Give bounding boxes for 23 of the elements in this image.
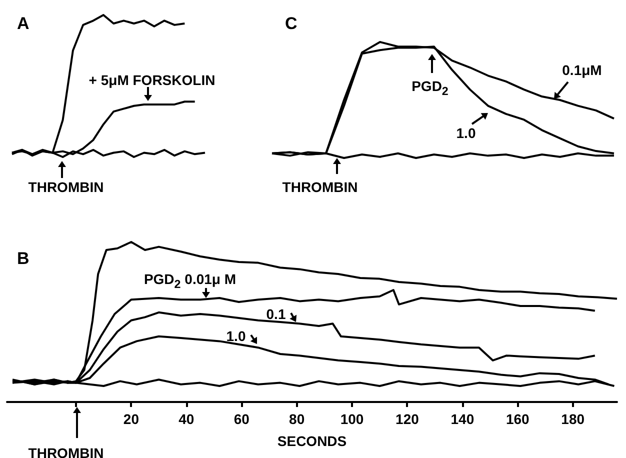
x-tick-label: 40 xyxy=(178,411,194,427)
x-tick-label: 120 xyxy=(396,411,420,427)
annotation: PGD$_{2}$ xyxy=(412,78,448,98)
chart-title: C xyxy=(285,14,298,33)
x-tick-label: 80 xyxy=(289,411,305,427)
x-tick-label: 140 xyxy=(450,411,474,427)
text: THROMBIN xyxy=(282,179,358,195)
annotation: + 5μM FORSKOLIN xyxy=(88,72,216,88)
x-tick-label: 20 xyxy=(123,411,140,427)
annotation: 1.0 xyxy=(226,328,246,344)
x-tick-label: 160 xyxy=(506,411,530,427)
annotation: 0.1 xyxy=(266,306,286,322)
annotation: 1.0 xyxy=(456,125,476,141)
text: THROMBIN xyxy=(28,179,104,195)
annotation: PGD$_{2}$ 0.01μ M xyxy=(144,271,236,291)
x-tick-label: 180 xyxy=(561,411,585,427)
x-axis-title: SECONDS xyxy=(277,433,347,449)
x-tick-label: 100 xyxy=(340,411,364,427)
annotation: 0.1μM xyxy=(562,62,602,78)
chart-title: A xyxy=(17,14,30,33)
x-tick-label: 60 xyxy=(234,411,250,427)
text: THROMBIN xyxy=(28,445,104,458)
chart-title: B xyxy=(17,249,30,268)
